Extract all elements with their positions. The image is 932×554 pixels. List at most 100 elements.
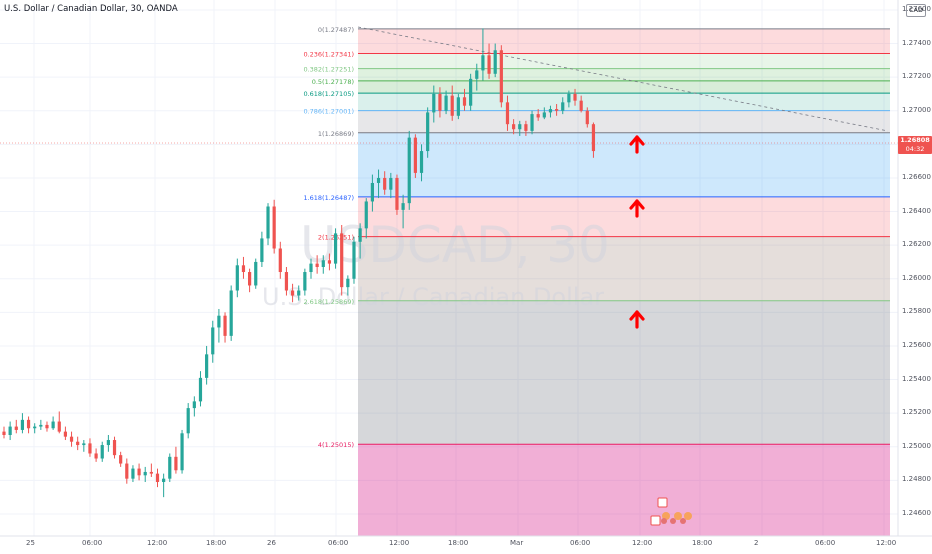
- candle-body: [536, 114, 540, 118]
- candle-body: [20, 419, 25, 430]
- candle-body: [481, 55, 485, 71]
- candle-body: [512, 124, 516, 130]
- candle-body: [106, 440, 110, 446]
- time-tick: 06:00: [82, 539, 103, 547]
- price-tick: 1.24600: [902, 508, 931, 517]
- fib-retracement-zones: [358, 28, 890, 536]
- candle-body: [444, 95, 448, 111]
- candle-body: [186, 408, 190, 434]
- candle-body: [352, 241, 356, 279]
- watermark-symbol: USDCAD, 30: [300, 216, 610, 274]
- candle-body: [205, 354, 209, 378]
- candle-body: [266, 206, 270, 239]
- candle-body: [419, 151, 424, 173]
- fib-level-label: 1(1.26869): [318, 130, 354, 138]
- candle-body: [217, 315, 221, 328]
- fib-zone: [358, 68, 890, 81]
- fib-level-label: 1.618(1.26487): [303, 194, 354, 202]
- candle-body: [2, 431, 6, 435]
- candle-body: [284, 272, 289, 291]
- price-tick: 1.26600: [902, 172, 931, 181]
- price-tick: 1.26400: [902, 206, 931, 215]
- price-tick: 1.27600: [902, 4, 931, 13]
- fib-zone: [358, 80, 890, 94]
- candle-body: [63, 431, 67, 437]
- candle-body: [143, 471, 147, 476]
- chart-title: U.S. Dollar / Canadian Dollar, 30, OANDA: [4, 4, 178, 14]
- candle-body: [505, 102, 510, 125]
- candle-body: [211, 327, 215, 355]
- fib-level-label: 0.236(1.27341): [303, 50, 354, 58]
- candle-body: [235, 265, 239, 291]
- candle-body: [340, 233, 344, 288]
- time-tick: 18:00: [206, 539, 227, 547]
- candle-body: [321, 260, 325, 267]
- fib-zone: [358, 132, 890, 197]
- up-arrows: [629, 135, 645, 329]
- candle-body: [456, 97, 460, 116]
- candle-body: [364, 201, 368, 229]
- candle-body: [57, 421, 61, 432]
- fib-zone: [358, 28, 890, 54]
- candle-body: [413, 137, 417, 173]
- candle-body: [33, 426, 37, 429]
- fib-zone: [358, 110, 890, 133]
- candle-body: [180, 433, 184, 471]
- fib-level-label: 0.382(1.27251): [303, 66, 354, 74]
- candle-body: [39, 424, 43, 427]
- time-tick: 06:00: [815, 539, 836, 547]
- price-tick: 1.26000: [902, 273, 931, 282]
- candle-body: [561, 102, 565, 111]
- candle-body: [119, 455, 123, 464]
- candle-body: [499, 50, 503, 103]
- candle-body: [315, 263, 319, 267]
- price-tick: 1.26200: [902, 240, 931, 249]
- time-tick: Mar: [510, 539, 524, 547]
- candle-body: [493, 50, 497, 74]
- candle-body: [591, 124, 596, 152]
- candle-body: [389, 177, 393, 190]
- fib-zone: [358, 444, 890, 536]
- candle-body: [198, 377, 203, 402]
- candle-body: [585, 110, 589, 125]
- fib-zone: [358, 196, 890, 237]
- fib-zone: [358, 236, 890, 301]
- fib-level-label: 4(1.25015): [318, 441, 354, 449]
- last-price-badge: 1.26808 04:32: [898, 136, 932, 154]
- fib-trend-line: [357, 26, 889, 132]
- candle-body: [192, 401, 196, 409]
- candle-body: [26, 419, 31, 429]
- time-tick: 12:00: [632, 539, 653, 547]
- candle-body: [432, 93, 436, 113]
- economic-events[interactable]: [650, 497, 692, 526]
- time-tick: 18:00: [448, 539, 469, 547]
- candle-body: [131, 468, 135, 479]
- candle-body: [223, 315, 227, 336]
- candle-body: [254, 261, 258, 286]
- price-tick: 1.25600: [902, 340, 931, 349]
- fib-level-label: 0(1.27487): [318, 26, 354, 34]
- watermark-name: U.S. Dollar / Canadian Dollar: [262, 283, 604, 311]
- candle-body: [426, 112, 430, 152]
- candle-body: [475, 70, 479, 79]
- candle-body: [241, 265, 246, 273]
- price-tick: 1.25000: [902, 441, 931, 450]
- time-tick: 25: [26, 539, 35, 547]
- candle-body: [155, 473, 160, 483]
- grid: [0, 0, 898, 536]
- last-price-value: 1.26808: [900, 136, 930, 144]
- candle-body: [407, 137, 411, 204]
- time-tick: 2: [754, 539, 759, 547]
- arrow-up-icon: [629, 310, 645, 329]
- candle-body: [438, 93, 442, 111]
- candle-body: [567, 93, 571, 103]
- time-tick: 12:00: [389, 539, 410, 547]
- time-tick: 12:00: [147, 539, 168, 547]
- candle-body: [248, 272, 252, 286]
- price-tick: 1.24800: [902, 475, 931, 484]
- currency-badge[interactable]: CAD: [906, 4, 926, 17]
- candle-body: [358, 228, 362, 242]
- candle-body: [573, 93, 577, 101]
